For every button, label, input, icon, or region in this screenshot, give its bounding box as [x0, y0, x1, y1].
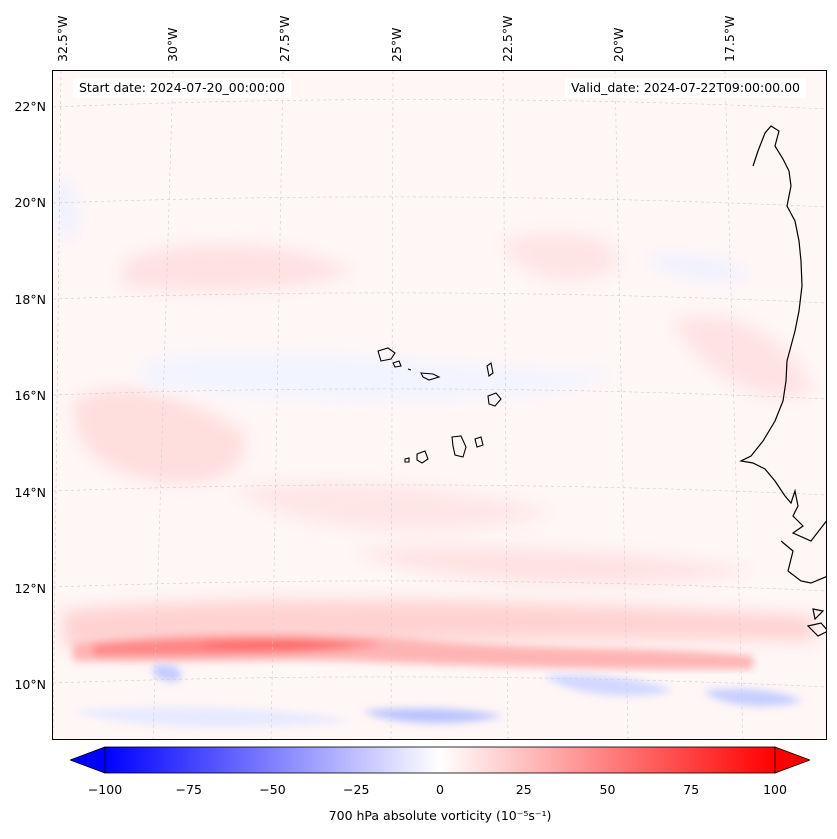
lon-label: 25°W: [389, 27, 404, 62]
lon-label: 20°W: [611, 27, 626, 62]
colorbar: [68, 745, 812, 775]
colorbar-tick-label: 50: [599, 782, 616, 797]
colorbar-tick-label: 0: [436, 782, 444, 797]
lon-label: 22.5°W: [500, 15, 515, 62]
colorbar-tick-label: 75: [683, 782, 700, 797]
lon-label: 27.5°W: [277, 15, 292, 62]
colorbar-tick-label: −100: [87, 782, 123, 797]
colorbar-tick-label: 100: [763, 782, 787, 797]
graticule: [53, 71, 826, 739]
lat-label: 10°N: [14, 677, 46, 692]
lat-label: 18°N: [14, 292, 46, 307]
lat-label: 20°N: [14, 195, 46, 210]
vorticity-band-negative: [73, 664, 803, 728]
vorticity-map: [53, 71, 826, 739]
weak-negative-vorticity: [53, 179, 753, 401]
lat-label: 14°N: [14, 485, 46, 500]
colorbar-tick-label: 25: [515, 782, 532, 797]
colorbar-title: 700 hPa absolute vorticity (10⁻⁵s⁻¹): [328, 808, 552, 823]
cape-verde-islands: [377, 347, 502, 464]
valid-date-label: Valid_date: 2024-07-22T09:00:00.00: [564, 78, 806, 98]
map-panel: Start date: 2024-07-20_00:00:00 Valid_da…: [52, 70, 827, 740]
lat-label: 12°N: [14, 581, 46, 596]
coastline: [739, 125, 826, 637]
colorbar-tick-label: −75: [175, 782, 202, 797]
colorbar-max-arrow: [774, 746, 812, 774]
lat-label: 22°N: [14, 99, 46, 114]
lon-label: 30°W: [165, 27, 180, 62]
lon-label: 17.5°W: [722, 15, 737, 62]
colorbar-tick-label: −25: [343, 782, 370, 797]
lat-label: 16°N: [14, 388, 46, 403]
colorbar-gradient: [104, 746, 776, 774]
colorbar-min-arrow: [68, 746, 106, 774]
start-date-label: Start date: 2024-07-20_00:00:00: [73, 78, 291, 98]
vorticity-band-positive: [73, 632, 753, 670]
colorbar-tick-label: −50: [259, 782, 286, 797]
lon-label: 32.5°W: [55, 15, 70, 62]
